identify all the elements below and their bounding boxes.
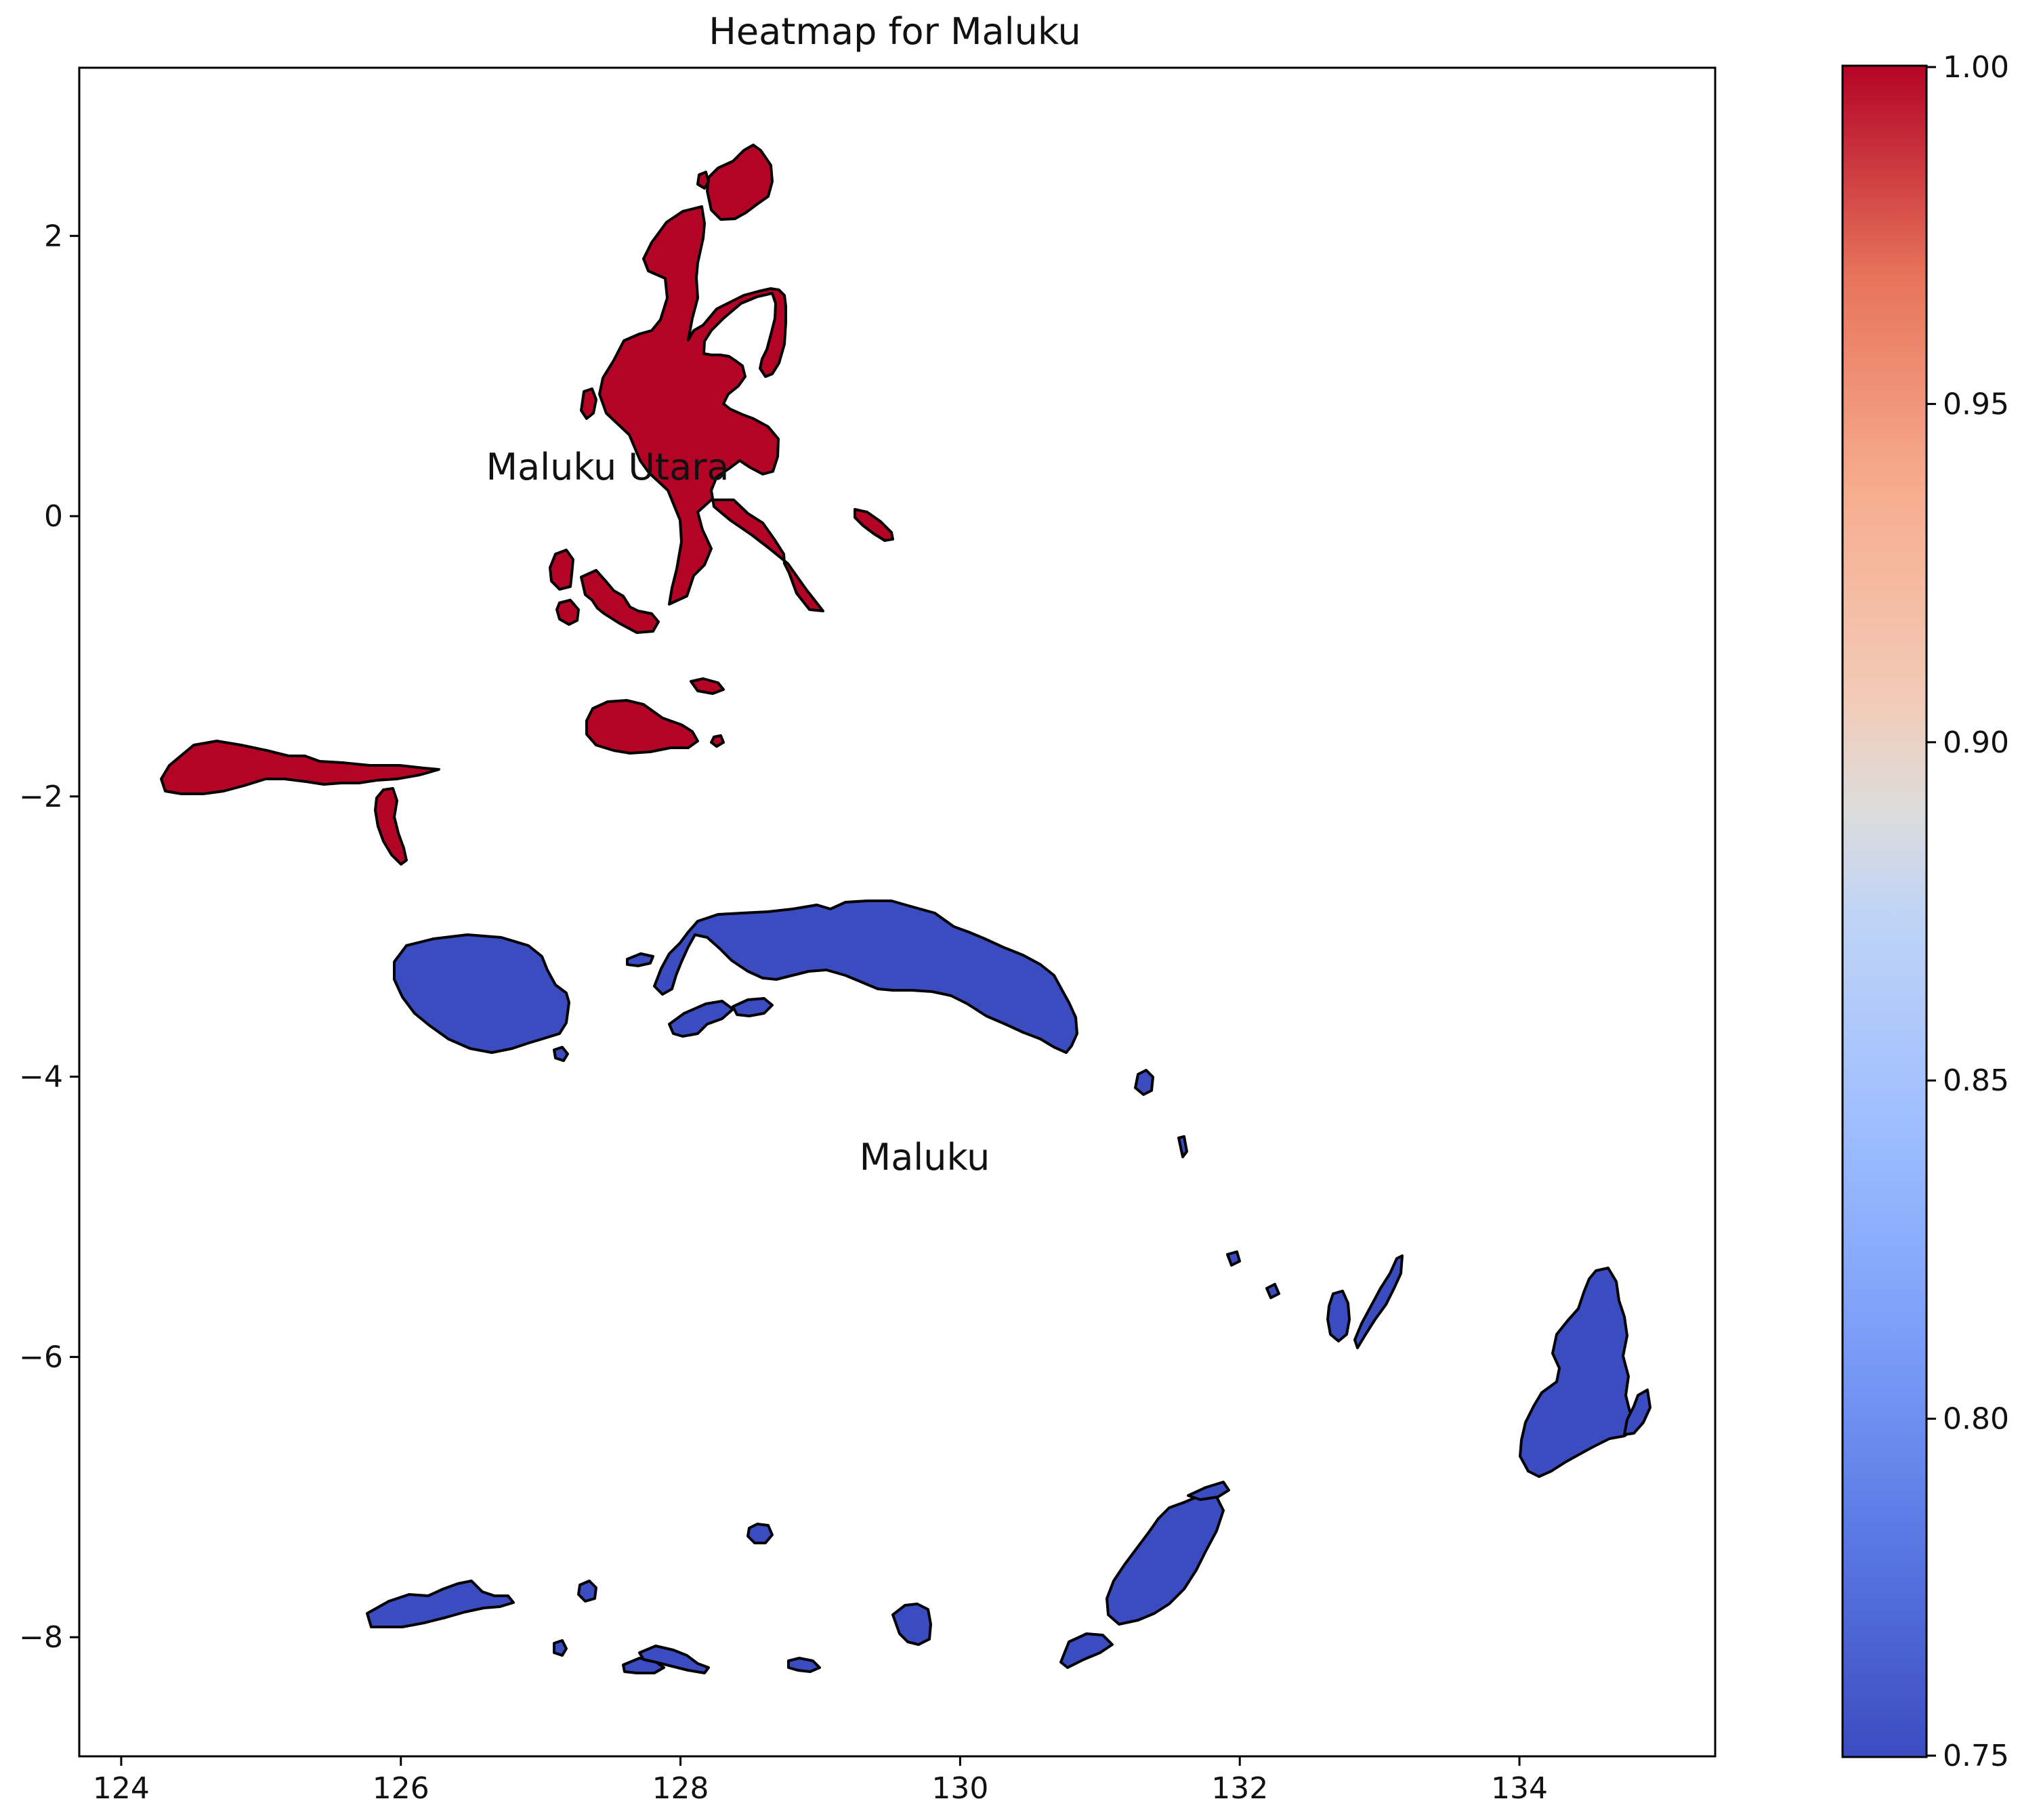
colorbar-tick-label: 0.95 (1943, 387, 2009, 421)
y-tick-label: 2 (44, 219, 63, 253)
y-tick-label: −8 (19, 1620, 63, 1655)
chart-title: Heatmap for Maluku (709, 10, 1080, 53)
x-tick-label: 124 (93, 1771, 150, 1806)
small-islet-north-2 (690, 677, 725, 695)
taliabu-island (160, 740, 440, 795)
bacan-island (580, 569, 660, 634)
kei-besar-island (1353, 1254, 1404, 1349)
small-islet-south-2 (1265, 1283, 1280, 1299)
x-tick-label: 128 (652, 1771, 709, 1806)
y-tick-label: −2 (19, 780, 63, 814)
x-tick-label: 134 (1491, 1771, 1548, 1806)
babar-island (891, 1603, 932, 1646)
x-tick-label: 130 (931, 1771, 988, 1806)
colorbar-tick-label: 1.00 (1943, 50, 2009, 85)
selaru-island (1059, 1632, 1114, 1669)
wetar-island (366, 1580, 515, 1628)
mandioli-island (555, 599, 580, 626)
mangole-sanana-island (374, 787, 408, 866)
colorbar-gradient (1841, 64, 1928, 1758)
small-islet-south-buru-east (553, 1046, 569, 1062)
region-maluku-utara (160, 144, 894, 866)
kelang-manipa-islands (626, 952, 654, 967)
x-axis: 124 126 128 130 132 134 (93, 1756, 1548, 1806)
kei-kecil-island (1326, 1290, 1351, 1342)
y-tick-label: 0 (44, 499, 63, 534)
colorbar-ticks: 1.00 0.95 0.90 0.85 0.80 0.75 (1927, 50, 2009, 1773)
yamdena-island (1106, 1494, 1225, 1626)
kasiruta-island (549, 549, 574, 591)
small-islet-south-3 (1177, 1135, 1188, 1158)
haruku-saparua-islands (732, 997, 774, 1017)
romang-island (577, 1580, 597, 1603)
colorbar-tick-label: 0.75 (1943, 1739, 2009, 1773)
y-tick-label: −6 (19, 1340, 63, 1374)
x-tick-label: 132 (1211, 1771, 1268, 1806)
ternate-tidore-islands (580, 387, 597, 420)
region-label-maluku: Maluku (860, 1136, 990, 1179)
gebe-island (854, 508, 894, 542)
region-maluku (366, 900, 1651, 1674)
morotai-island (706, 144, 774, 221)
halmahera-island (598, 205, 824, 612)
gorong-islands (1134, 1069, 1154, 1096)
region-label-maluku-utara: Maluku Utara (486, 446, 730, 488)
ambon-island (668, 1000, 734, 1038)
colorbar-tick-label: 0.80 (1943, 1402, 2009, 1437)
seram-island (653, 900, 1078, 1054)
lakor-luang-islands (638, 1645, 710, 1674)
kisar-island (553, 1639, 568, 1657)
small-islet-south-1 (1226, 1250, 1241, 1267)
aru-east-islands (1623, 1389, 1651, 1436)
colorbar-tick-label: 0.90 (1943, 725, 2009, 760)
aru-islands (1519, 1267, 1647, 1478)
small-islet-north-3 (710, 734, 725, 748)
colorbar: 1.00 0.95 0.90 0.85 0.80 0.75 (1841, 50, 2009, 1773)
sermata-island (787, 1657, 821, 1673)
y-axis: 2 0 −2 −4 −6 −8 (19, 219, 79, 1655)
larat-islands (1187, 1481, 1230, 1501)
buru-island (393, 933, 570, 1054)
x-tick-label: 126 (373, 1771, 429, 1806)
y-tick-label: −4 (19, 1060, 63, 1095)
small-islet-north-1 (696, 171, 710, 190)
damar-island (746, 1523, 774, 1544)
colorbar-tick-label: 0.85 (1943, 1063, 2009, 1098)
obi-island (585, 699, 699, 755)
